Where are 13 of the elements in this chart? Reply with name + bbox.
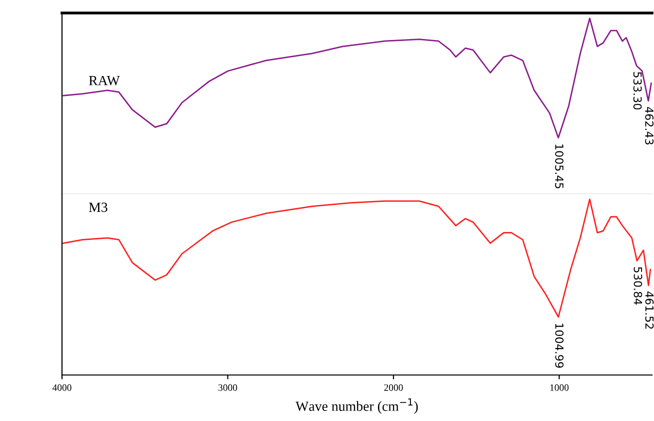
x-tick-label: 2000 — [384, 384, 403, 391]
annotation: 461.52 — [645, 291, 654, 329]
x-tick-label: 4000 — [52, 384, 72, 391]
annotation: 533.30 — [633, 72, 642, 110]
x-tick-label: 3000 — [218, 384, 238, 391]
annotation: 530.84 — [634, 267, 642, 305]
annotation: 462.43 — [645, 106, 654, 144]
annotation: 1005.45 — [555, 144, 564, 188]
series-label: M3 — [88, 202, 108, 212]
x-tick-label: 1000 — [550, 384, 569, 391]
annotation: 1004.99 — [555, 324, 564, 368]
series-label: RAW — [88, 76, 120, 86]
x-axis-title: Wave number (cm$^{−1}$) — [296, 398, 418, 414]
